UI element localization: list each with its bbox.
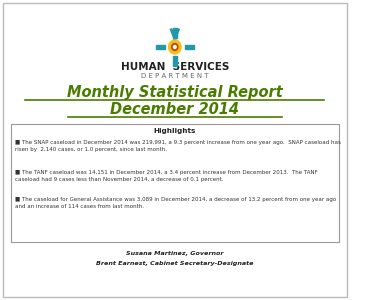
- Text: ■ The SNAP caseload in December 2014 was 219,991, a 9.3 percent increase from on: ■ The SNAP caseload in December 2014 was…: [15, 140, 341, 152]
- Circle shape: [168, 40, 181, 54]
- Text: Monthly Statistical Report: Monthly Statistical Report: [67, 85, 283, 100]
- Circle shape: [173, 46, 176, 49]
- Text: D E P A R T M E N T: D E P A R T M E N T: [141, 73, 209, 79]
- Bar: [173, 28, 177, 38]
- Bar: [156, 45, 165, 49]
- Text: Susana Martinez, Governor: Susana Martinez, Governor: [126, 251, 223, 256]
- Text: HUMAN  SERVICES: HUMAN SERVICES: [121, 62, 229, 72]
- FancyBboxPatch shape: [3, 3, 347, 297]
- Text: ■ The caseload for General Assistance was 3,089 in December 2014, a decrease of : ■ The caseload for General Assistance wa…: [15, 197, 336, 208]
- Bar: [185, 45, 194, 49]
- Text: ■ The TANF caseload was 14,151 in December 2014, a 3.4 percent increase from Dec: ■ The TANF caseload was 14,151 in Decemb…: [15, 170, 318, 182]
- FancyBboxPatch shape: [11, 124, 339, 242]
- Text: Highlights: Highlights: [154, 128, 196, 134]
- Circle shape: [171, 44, 178, 50]
- Bar: [173, 56, 177, 66]
- Text: December 2014: December 2014: [110, 101, 239, 116]
- Text: Brent Earnest, Cabinet Secretary-Designate: Brent Earnest, Cabinet Secretary-Designa…: [96, 260, 254, 266]
